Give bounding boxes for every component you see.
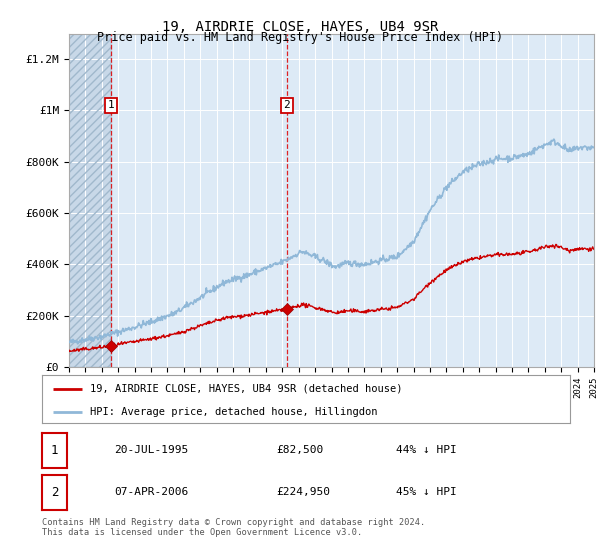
Text: 2: 2 [283, 100, 290, 110]
Text: HPI: Average price, detached house, Hillingdon: HPI: Average price, detached house, Hill… [89, 407, 377, 417]
Text: 19, AIRDRIE CLOSE, HAYES, UB4 9SR: 19, AIRDRIE CLOSE, HAYES, UB4 9SR [162, 20, 438, 34]
Text: 07-APR-2006: 07-APR-2006 [114, 487, 188, 497]
Text: £224,950: £224,950 [276, 487, 330, 497]
Text: 19, AIRDRIE CLOSE, HAYES, UB4 9SR (detached house): 19, AIRDRIE CLOSE, HAYES, UB4 9SR (detac… [89, 384, 402, 394]
Text: Price paid vs. HM Land Registry's House Price Index (HPI): Price paid vs. HM Land Registry's House … [97, 31, 503, 44]
Text: 20-JUL-1995: 20-JUL-1995 [114, 445, 188, 455]
Bar [69, 34, 111, 367]
Text: 2: 2 [51, 486, 58, 499]
Text: £82,500: £82,500 [276, 445, 323, 455]
Text: Contains HM Land Registry data © Crown copyright and database right 2024.
This d: Contains HM Land Registry data © Crown c… [42, 518, 425, 538]
Text: 1: 1 [51, 444, 58, 457]
Text: 44% ↓ HPI: 44% ↓ HPI [396, 445, 457, 455]
Bar [69, 34, 111, 367]
Text: 1: 1 [107, 100, 114, 110]
Text: 45% ↓ HPI: 45% ↓ HPI [396, 487, 457, 497]
